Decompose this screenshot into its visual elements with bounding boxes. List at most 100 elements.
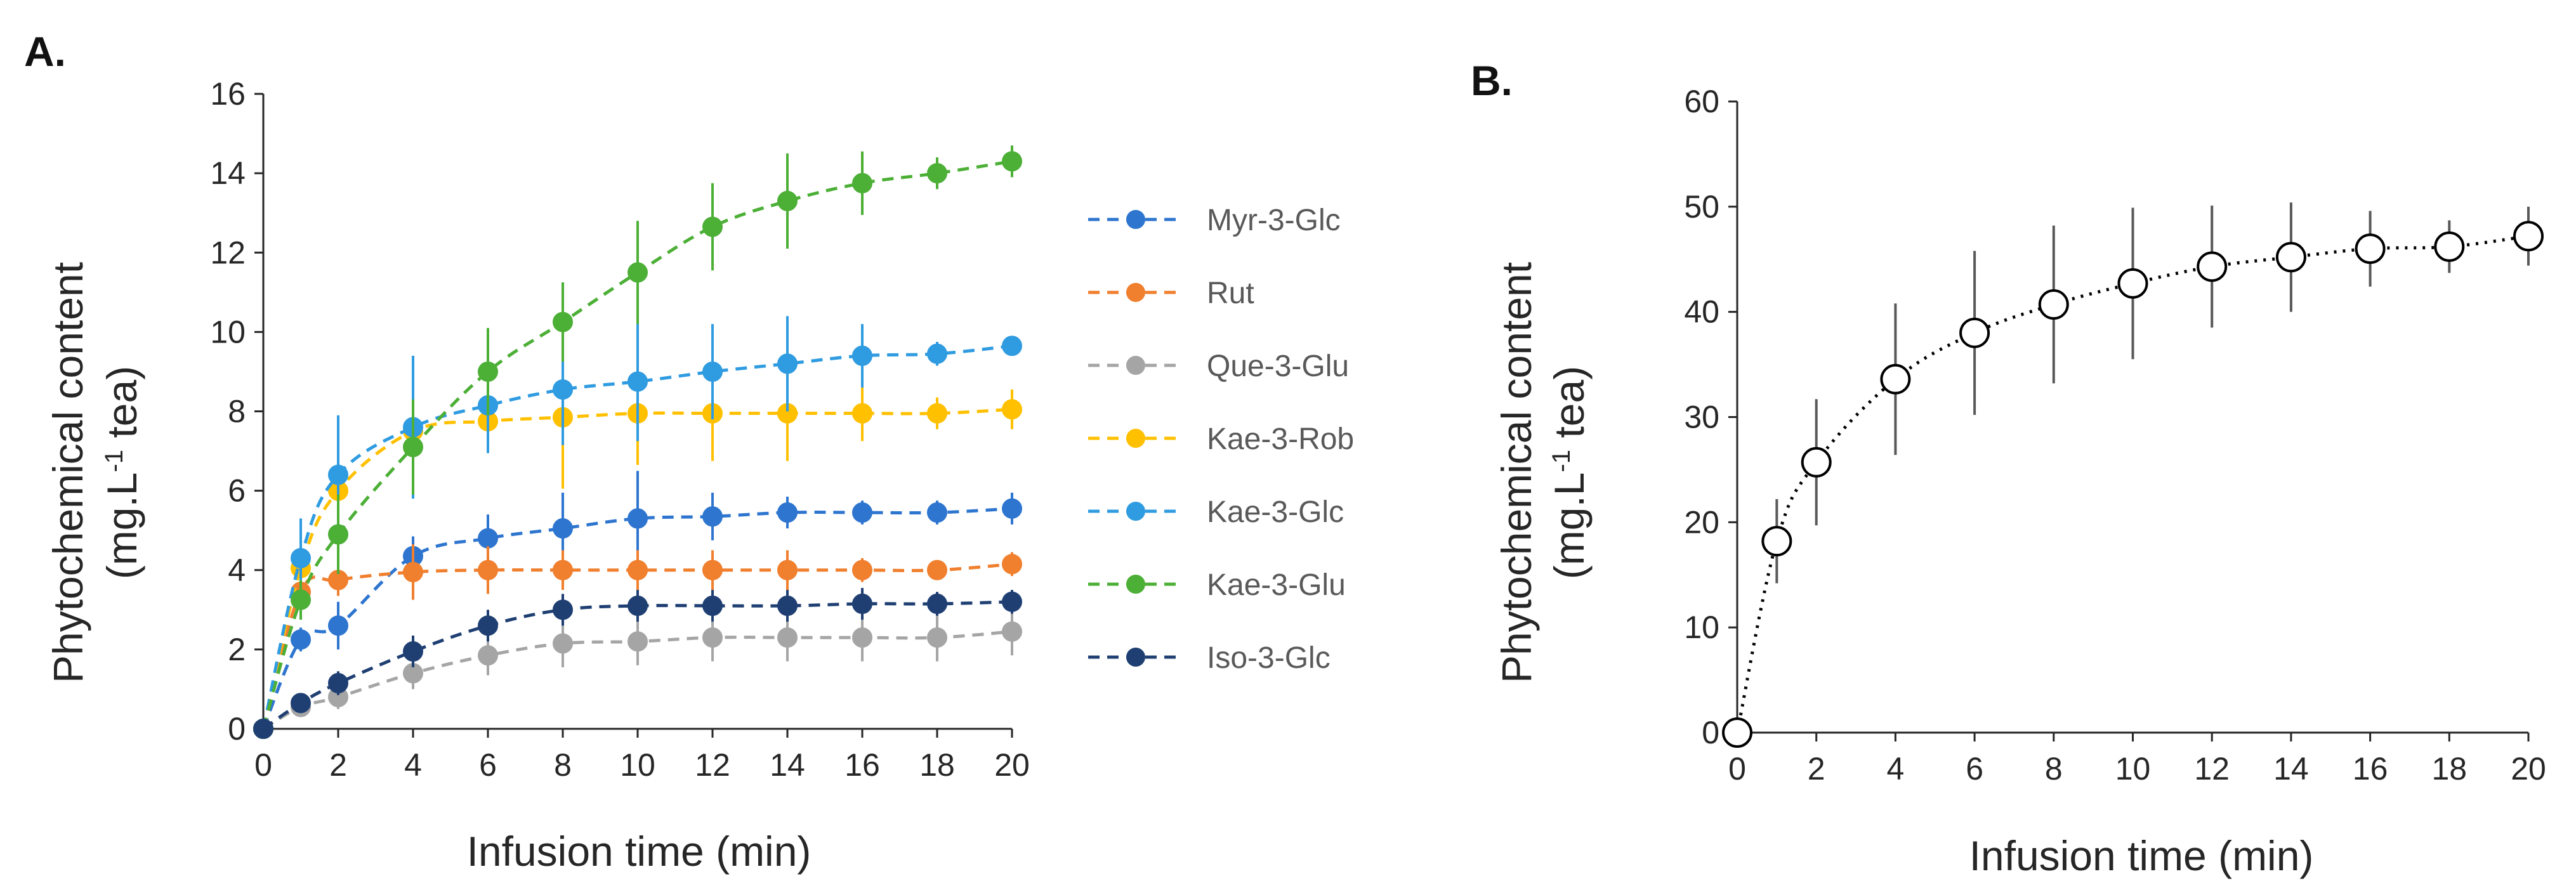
chart-a-data-point xyxy=(852,627,872,648)
chart-b-ytick-label: 60 xyxy=(1684,84,1719,119)
chart-b-data-point xyxy=(2434,231,2465,262)
legend-label: Myr-3-Glc xyxy=(1207,204,1341,237)
chart-b-xtick-label: 20 xyxy=(2511,751,2546,787)
chart-a-data-point xyxy=(777,502,798,523)
legend-item: Myr-3-Glc xyxy=(1088,204,1341,237)
chart-a-data-point xyxy=(291,693,311,714)
chart-a-data-point xyxy=(852,345,872,366)
chart-b-xtick-label: 10 xyxy=(2115,751,2151,787)
chart-a-data-point xyxy=(927,627,947,648)
chart-a-ytick-label: 4 xyxy=(228,552,246,588)
chart-a-xtick-label: 4 xyxy=(404,747,422,783)
chart-a-data-point xyxy=(553,379,573,400)
chart-b-xtick-label: 14 xyxy=(2273,751,2309,787)
chart-a-data-point xyxy=(927,593,947,614)
chart-a-data-point xyxy=(553,599,573,620)
legend-label: Iso-3-Glc xyxy=(1207,641,1331,675)
chart-a-data-point xyxy=(478,559,498,580)
chart-a-data-point xyxy=(403,561,423,582)
chart-a-xtick-label: 18 xyxy=(919,747,955,783)
chart-a-ytick-label: 8 xyxy=(228,394,246,429)
chart-b: 0 10 20 30 40 50 60 0 2 4 6 8 10 12 14 16 18 20 xyxy=(1684,84,2546,787)
chart-a-data-point xyxy=(628,559,648,580)
chart-a-data-point xyxy=(1002,621,1022,642)
legend-item: Kae-3-Rob xyxy=(1088,422,1354,456)
chart-b-data-point xyxy=(1801,447,1832,478)
chart-b-ytick-label: 20 xyxy=(1684,504,1719,540)
chart-a-data-point xyxy=(702,627,723,648)
chart-a-data-point xyxy=(927,559,947,580)
legend-marker xyxy=(1126,575,1145,594)
chart-b-ylabel-line2: (mg.L-1 tea) xyxy=(1546,366,1593,579)
chart-a-data-point xyxy=(1002,498,1022,519)
chart-a-ylabel-line1: Phytochemical content xyxy=(44,262,91,683)
chart-a-xtick-label: 14 xyxy=(770,747,805,783)
chart-a-ytick-label: 2 xyxy=(228,632,246,667)
chart-a-data-point xyxy=(777,559,798,580)
legend-item: Iso-3-Glc xyxy=(1088,641,1331,675)
chart-a-series-iso-3-glc xyxy=(253,587,1022,739)
chart-b-data-point xyxy=(1722,717,1752,748)
chart-a-data-point xyxy=(777,190,798,211)
chart-b-data-point xyxy=(2513,221,2544,252)
chart-a-data-point xyxy=(1002,591,1022,612)
chart-a-data-point xyxy=(1002,554,1022,575)
chart-b-ytick-label: 10 xyxy=(1684,610,1719,645)
chart-a-data-point xyxy=(927,403,947,424)
chart-a-data-point xyxy=(1002,151,1022,172)
chart-a-legend: Myr-3-Glc Rut Que-3-Glu Kae-3-Rob Kae-3-Glc K… xyxy=(1088,204,1354,675)
chart-b-xtick-label: 18 xyxy=(2431,751,2467,787)
chart-b-xlabel: Infusion time (min) xyxy=(1969,832,2314,879)
chart-a-data-point xyxy=(852,403,872,424)
chart-a-xtick-label: 2 xyxy=(329,747,347,783)
legend-item: Kae-3-Glu xyxy=(1088,568,1346,602)
chart-b-xtick-label: 4 xyxy=(1886,751,1904,787)
chart-a-data-point xyxy=(1002,336,1022,356)
chart-a-data-point xyxy=(777,627,798,648)
chart-a-xtick-label: 16 xyxy=(844,747,880,783)
chart-b-data-point xyxy=(2197,251,2228,282)
chart-a-series-que-3-glu xyxy=(253,608,1022,739)
chart-b-ylabel-line1: Phytochemical content xyxy=(1493,262,1540,683)
chart-b-ytick-label: 40 xyxy=(1684,294,1719,330)
chart-a-data-point xyxy=(628,596,648,617)
chart-a-ytick-label: 14 xyxy=(210,155,246,191)
chart-a-data-point xyxy=(927,163,947,184)
chart-a-data-point xyxy=(478,361,498,382)
chart-b-xtick-label: 16 xyxy=(2353,751,2388,787)
panel-b-label: B. xyxy=(1471,57,1513,104)
chart-a-data-point xyxy=(852,502,872,523)
chart-b-data-point xyxy=(2038,289,2069,320)
chart-b-series-total xyxy=(1722,202,2544,748)
legend-label: Rut xyxy=(1207,277,1254,310)
chart-b-data-point xyxy=(2355,233,2386,265)
chart-a-data-point xyxy=(403,641,423,662)
chart-b-xtick-label: 6 xyxy=(1966,751,1983,787)
chart-a-data-point xyxy=(553,311,573,332)
chart-b-data-point xyxy=(2275,242,2306,273)
chart-a-data-point xyxy=(852,559,872,580)
chart-a-data-point xyxy=(328,524,348,545)
chart-a-series-line xyxy=(262,600,1013,731)
chart-a-data-point xyxy=(478,615,498,636)
chart-a-xtick-label: 12 xyxy=(695,747,730,783)
chart-a-data-point xyxy=(777,596,798,617)
chart-b-xtick-label: 0 xyxy=(1728,751,1746,787)
chart-a: 0 2 4 6 8 10 12 14 16 0 2 4 6 8 10 12 14 16 18 20 Myr-3-Glc R… xyxy=(210,76,1354,783)
chart-a-data-point xyxy=(328,615,348,636)
legend-label: Kae-3-Rob xyxy=(1207,422,1354,456)
chart-a-data-point xyxy=(852,173,872,193)
legend-marker xyxy=(1126,648,1145,667)
chart-b-xtick-label: 2 xyxy=(1808,751,1825,787)
chart-b-ytick-label: 50 xyxy=(1684,189,1719,225)
legend-marker xyxy=(1126,356,1145,375)
chart-a-ylabel-line2: (mg.L-1 tea) xyxy=(98,366,145,579)
panel-a-label: A. xyxy=(24,28,66,75)
legend-marker xyxy=(1126,210,1145,229)
legend-marker xyxy=(1126,283,1145,302)
legend-marker xyxy=(1126,502,1145,521)
legend-marker xyxy=(1126,429,1145,448)
chart-a-data-point xyxy=(702,216,723,237)
chart-a-data-point xyxy=(927,343,947,364)
chart-a-ytick-label: 10 xyxy=(210,314,246,350)
